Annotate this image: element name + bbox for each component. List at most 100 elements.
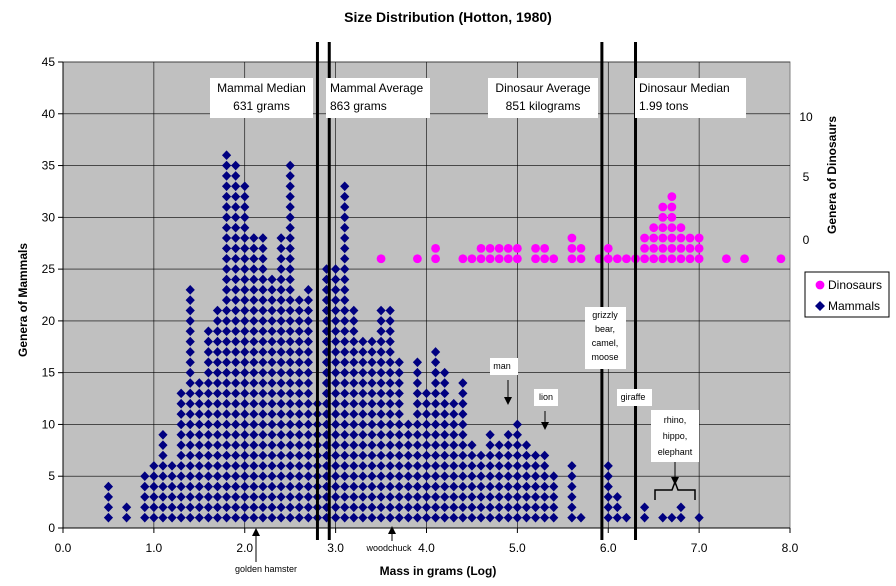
mammal-point	[167, 502, 177, 513]
mammal-point	[249, 471, 259, 482]
y-tick-label: 10	[42, 417, 56, 431]
mammal-point	[203, 336, 213, 347]
mammal-point	[240, 181, 250, 192]
mammal-point	[321, 264, 332, 274]
mammal-point	[221, 378, 232, 388]
dinosaur-point	[667, 202, 677, 212]
annotations: golden hamster woodchuck man lion grizzly bea…	[235, 307, 699, 574]
mammal-point	[194, 440, 204, 450]
mammal-point	[358, 378, 368, 388]
mammal-point	[430, 430, 441, 440]
mammal-point	[340, 471, 350, 482]
annotation-text: moose	[591, 352, 618, 362]
mammal-point	[203, 440, 213, 450]
mammal-point	[303, 357, 313, 368]
dinosaur-point	[467, 254, 477, 264]
mammal-point	[412, 450, 423, 461]
mammal-point	[358, 367, 368, 378]
mammal-point	[349, 492, 359, 502]
mammal-point	[276, 450, 286, 461]
mammal-point	[240, 367, 250, 378]
mammal-point	[349, 419, 359, 430]
mammal-point	[276, 295, 286, 305]
annotation-box	[534, 389, 558, 406]
arrow-head	[504, 397, 512, 405]
mammal-point	[258, 481, 268, 492]
mammal-point	[503, 440, 513, 450]
mammal-point	[276, 388, 286, 399]
mammal-point	[258, 357, 268, 368]
mammal-point	[331, 430, 341, 440]
mammal-point	[203, 347, 213, 357]
mammal-point	[249, 274, 259, 285]
mammal-point	[358, 440, 368, 450]
mammal-point	[603, 481, 613, 492]
mammal-point	[331, 305, 341, 316]
y-tick-label: 20	[42, 314, 56, 328]
annotation-text: bear,	[595, 324, 615, 334]
dinosaur-point	[503, 244, 513, 253]
mammal-point	[367, 336, 377, 347]
mammal-point	[231, 512, 241, 523]
mammal-point	[303, 326, 313, 337]
arrow-head	[671, 477, 679, 485]
mammal-point	[276, 347, 286, 357]
mammal-point	[267, 295, 277, 305]
mammal-point	[340, 285, 350, 295]
mammal-point	[331, 357, 341, 368]
mammal-point	[512, 492, 522, 502]
mammal-point	[530, 461, 541, 471]
mammal-point	[176, 502, 186, 513]
mammal-point	[221, 326, 232, 337]
mammal-point	[385, 481, 395, 492]
dinosaur-point	[658, 223, 668, 233]
mammal-point	[358, 502, 368, 513]
mammal-point	[203, 326, 213, 337]
mammal-point	[367, 367, 377, 378]
mammal-point	[567, 492, 577, 502]
mammal-point	[412, 440, 423, 450]
mammal-point	[240, 305, 250, 316]
mammal-point	[485, 440, 495, 450]
mammal-point	[376, 316, 386, 326]
mammal-point	[212, 398, 223, 409]
mammal-point	[285, 212, 295, 223]
dinosaur-point	[640, 244, 649, 253]
mammal-point	[158, 481, 168, 492]
mammal-point	[221, 202, 232, 212]
mammal-point	[276, 336, 286, 347]
mammal-point	[376, 512, 386, 523]
y2-tick-label: 10	[799, 110, 813, 124]
mammal-point	[267, 388, 277, 399]
mammal-point	[140, 481, 150, 492]
dinosaur-point	[740, 254, 749, 264]
dinosaur-point	[694, 233, 704, 243]
mammal-point	[185, 347, 195, 357]
mammal-point	[667, 512, 677, 523]
mammal-point	[349, 430, 359, 440]
mammal-point	[249, 336, 259, 347]
dinosaur-point	[694, 254, 704, 264]
mammal-point	[467, 471, 477, 482]
mammal-point	[430, 388, 441, 399]
mammal-point	[303, 367, 313, 378]
mammal-point	[221, 440, 232, 450]
mammal-point	[203, 398, 213, 409]
mammal-point	[458, 481, 468, 492]
mammal-point	[249, 347, 259, 357]
mammal-point	[376, 430, 386, 440]
mammal-point	[340, 253, 350, 264]
mammal-point	[294, 378, 304, 388]
mammal-point	[231, 181, 241, 192]
mammal-point	[676, 502, 686, 513]
mammal-point	[349, 409, 359, 419]
mammal-point	[367, 481, 377, 492]
dinosaur-point	[649, 244, 659, 253]
mammal-point	[303, 398, 313, 409]
mammal-point	[231, 378, 241, 388]
mammal-point	[185, 305, 195, 316]
mammal-point	[512, 461, 522, 471]
mammal-point	[258, 264, 268, 274]
mammal-point	[503, 492, 513, 502]
annotation-box	[585, 307, 626, 369]
